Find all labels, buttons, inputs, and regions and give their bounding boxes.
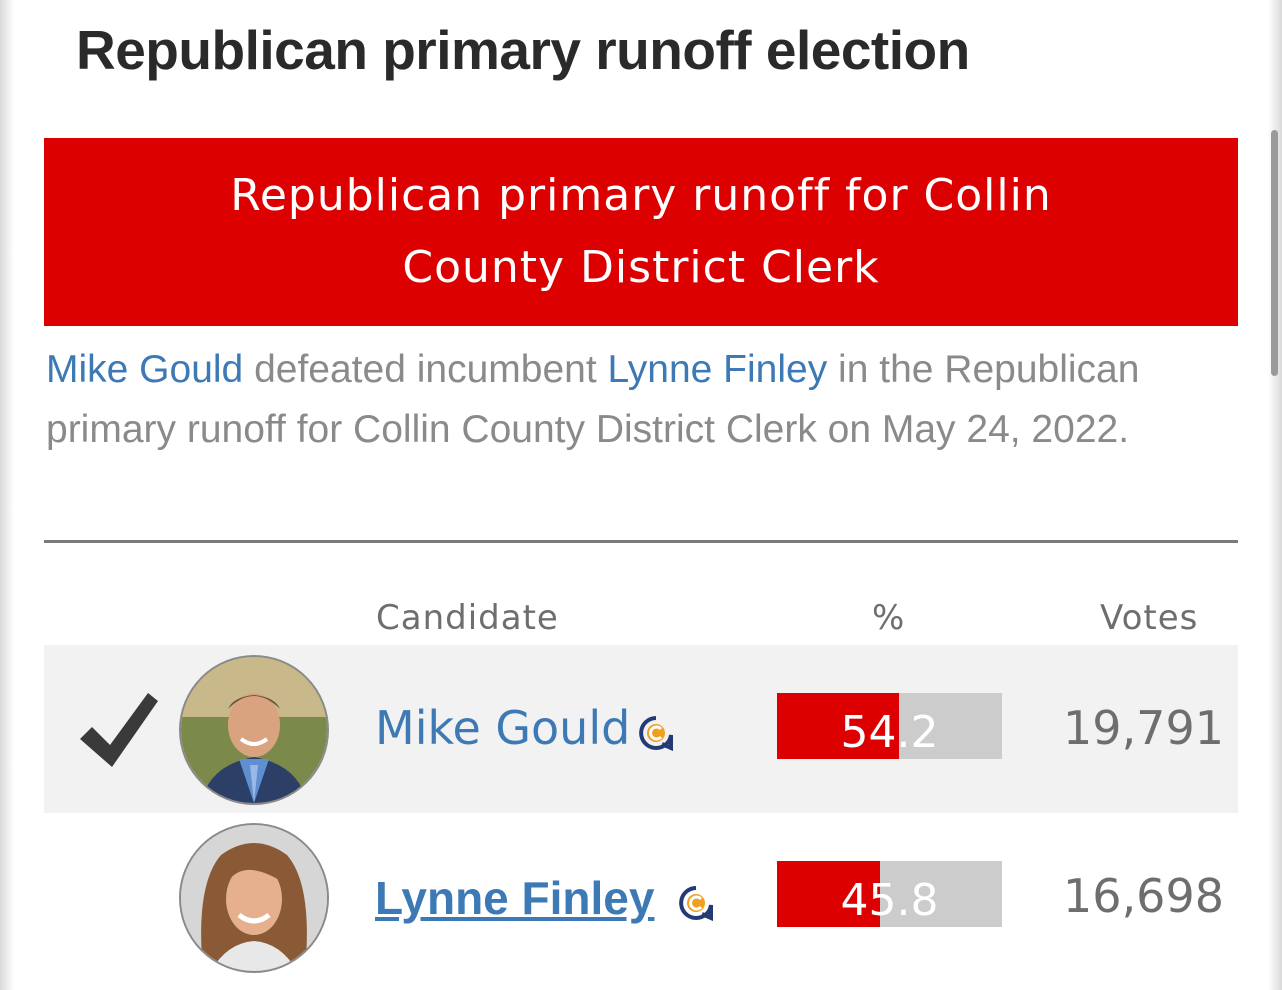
avatar [181, 825, 327, 971]
percent-bar-fill [777, 693, 899, 759]
divider [44, 540, 1238, 543]
percent-value: 54.2 [840, 707, 939, 758]
percent-bar: 45.8 [777, 861, 1002, 927]
vote-count: 19,791 [1063, 701, 1224, 755]
race-summary: Mike Gould defeated incumbent Lynne Finl… [46, 340, 1226, 460]
result-row: Lynne Finley 45.8 16,698 [44, 813, 1238, 981]
party-c-icon [679, 886, 713, 921]
header-votes: Votes [1100, 598, 1199, 638]
result-row-winner: Mike Gould 54.2 19,791 [44, 645, 1238, 813]
summary-text-2: in the Republican primary runoff for Col… [46, 348, 1140, 451]
candidate-name-lynne-finley[interactable]: Lynne Finley [375, 872, 655, 924]
party-c-icon [639, 716, 673, 751]
summary-text-1: defeated incumbent [243, 348, 608, 391]
percent-value: 45.8 [840, 875, 939, 926]
header-candidate: Candidate [376, 598, 559, 638]
race-banner-title: Republican primary runoff for Collin Cou… [230, 170, 1052, 293]
candidate-photo-lynne-finley [179, 823, 329, 973]
percent-bar: 54.2 [777, 693, 1002, 759]
page-title: Republican primary runoff election [76, 19, 970, 81]
header-percent: % [872, 598, 906, 638]
scrollbar[interactable] [1271, 130, 1278, 376]
candidate-photo-mike-gould [179, 655, 329, 805]
candidate-name-mike-gould[interactable]: Mike Gould [375, 701, 631, 755]
avatar [181, 657, 327, 803]
left-edge-shadow [0, 0, 14, 990]
vote-count: 16,698 [1063, 869, 1224, 923]
percent-bar-fill [777, 861, 881, 927]
winner-link[interactable]: Mike Gould [46, 348, 244, 391]
checkmark-icon [80, 693, 158, 767]
incumbent-link[interactable]: Lynne Finley [607, 348, 828, 391]
race-banner: Republican primary runoff for Collin Cou… [44, 138, 1238, 326]
